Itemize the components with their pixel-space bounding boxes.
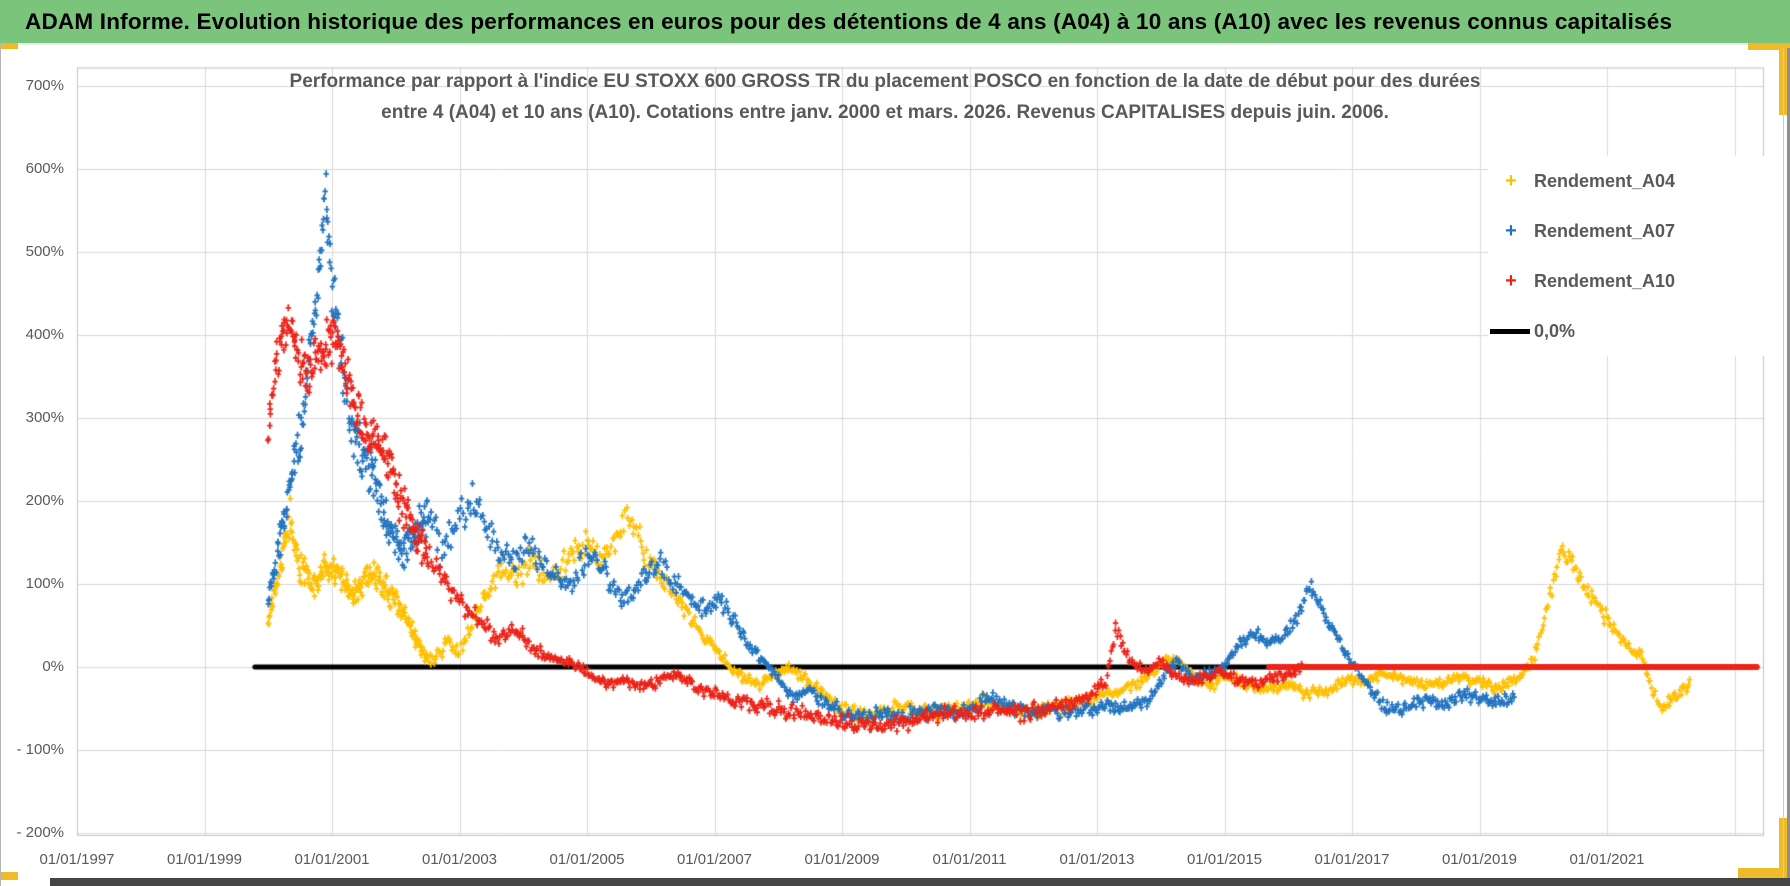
right-edge-line-inner [1783,48,1784,886]
legend-item-a04: + Rendement_A04 [1488,156,1783,206]
x-axis-label: 01/01/2005 [549,851,625,868]
left-edge-line [0,43,1,886]
x-axis-label: 01/01/2015 [1186,851,1263,868]
y-axis-label: 0% [42,658,64,675]
x-axis-label: 01/01/2021 [1569,851,1645,868]
x-axis-label: 01/01/1997 [39,851,115,868]
chart-title-line-2: entre 4 (A04) et 10 ans (A10). Cotations… [381,102,1389,123]
plus-marker-icon: + [1505,219,1517,242]
legend-label: 0,0% [1534,320,1576,341]
report-header: ADAM Informe. Evolution historique des p… [0,0,1790,43]
y-axis-label: 500% [25,243,64,260]
y-axis-label: 200% [25,492,64,509]
accent-top-right-horizontal [1748,43,1790,50]
legend-item-a07: + Rendement_A07 [1488,206,1783,256]
y-axis-label: 400% [25,326,64,343]
accent-bottom-right-vertical [1779,818,1790,878]
bottom-bar [50,878,1790,886]
chart-legend: + Rendement_A04 + Rendement_A07 + Rendem… [1488,156,1783,356]
chart-title: Performance par rapport à l'indice EU ST… [235,66,1535,128]
chart-title-line-1: Performance par rapport à l'indice EU ST… [289,71,1481,92]
header-divider [0,43,1790,45]
x-axis-label: 01/01/2013 [1059,851,1135,868]
y-axis-label: 300% [25,409,64,426]
x-axis-label: 01/01/1999 [166,851,243,868]
accent-top-left [0,43,18,49]
y-axis-label: - 200% [16,824,64,841]
legend-label: Rendement_A10 [1534,270,1676,291]
y-axis-label: 600% [25,160,64,177]
y-axis-label: 100% [25,575,64,592]
plus-marker-icon: + [1505,269,1517,292]
x-axis-label: 01/01/2019 [1441,851,1518,868]
x-axis-label: 01/01/2009 [804,851,880,868]
legend-item-zero-line: 0,0% [1488,306,1783,356]
right-edge-line-outer [1787,48,1790,886]
line-marker-icon [1490,328,1530,334]
accent-bottom-left [0,872,18,880]
y-axis-label: 700% [25,77,64,94]
accent-bottom-right-horizontal [1738,868,1790,878]
y-axis-label: - 100% [16,741,64,758]
x-axis-label: 01/01/2001 [294,851,370,868]
accent-top-right-vertical [1779,43,1790,115]
legend-label: Rendement_A04 [1534,170,1676,191]
legend-item-a10: + Rendement_A10 [1488,256,1783,306]
x-axis-label: 01/01/2003 [421,851,498,868]
report-title: ADAM Informe. Evolution historique des p… [25,8,1673,34]
x-axis-label: 01/01/2017 [1314,851,1390,868]
x-axis-label: 01/01/2011 [932,851,1007,868]
plus-marker-icon: + [1505,169,1517,192]
x-axis-label: 01/01/2007 [676,851,753,868]
legend-label: Rendement_A07 [1534,220,1676,241]
